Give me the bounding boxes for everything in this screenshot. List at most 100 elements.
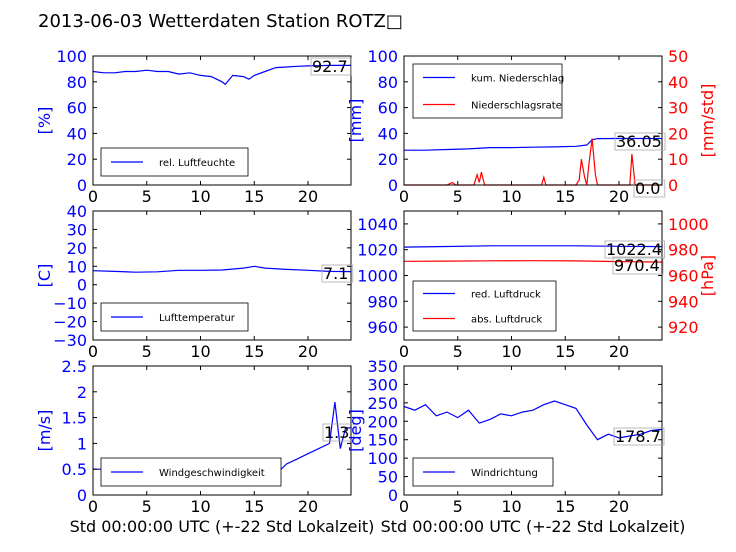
- y2-axis-label: [hPa]: [698, 255, 717, 296]
- value-annotation-box: [604, 240, 665, 259]
- y-axis-label: [%]: [35, 107, 54, 135]
- y2-tick-label: 940: [668, 292, 699, 311]
- value-annotation-box: [322, 423, 355, 442]
- x-tick-label: 10: [501, 342, 521, 361]
- y-tick-label: 0: [77, 176, 87, 195]
- y-tick-label: 100: [56, 47, 87, 66]
- series-line-1: [92, 265, 352, 273]
- x-tick-label: 20: [298, 497, 318, 516]
- y-tick-label: 1020: [357, 241, 398, 260]
- y-tick-label: 150: [367, 431, 398, 450]
- series-line-2: [403, 260, 663, 263]
- chart-panel-4: 0 5 10 15 20 960 980 1000 1020 1040 920 940 960 980 10…: [357, 210, 717, 361]
- legend-box: [412, 63, 563, 119]
- value-annotation: 7.1: [323, 264, 348, 283]
- y-tick-label: 50: [378, 468, 398, 487]
- x-tick-label: 0: [399, 342, 409, 361]
- y-tick-label: 2.5: [62, 357, 87, 376]
- y-axis-label: [mm]: [346, 99, 365, 143]
- x-tick-label: 5: [453, 497, 463, 516]
- y2-tick-label: 10: [668, 150, 688, 169]
- x-tick-label: 5: [142, 187, 152, 206]
- value-annotation-box: [614, 132, 666, 151]
- legend-label: Windrichtung: [471, 468, 538, 479]
- y-tick-label: 30: [67, 220, 87, 239]
- plot-frame: [92, 210, 352, 341]
- x-tick-label: 15: [555, 497, 575, 516]
- y-axis-label: [m/s]: [35, 410, 54, 452]
- y2-tick-label: 1000: [668, 215, 709, 234]
- x-tick-label: 10: [190, 497, 210, 516]
- x-tick-label: 5: [142, 342, 152, 361]
- y-tick-label: 1.5: [62, 409, 87, 428]
- x-tick-label: 0: [399, 497, 409, 516]
- y2-tick-label: 40: [668, 73, 688, 92]
- value-annotation-box: [321, 264, 354, 283]
- plot-frame: [403, 55, 663, 186]
- value-annotation-box: [633, 179, 666, 198]
- y-tick-label: −30: [53, 331, 87, 350]
- x-tick-label: 10: [501, 187, 521, 206]
- y-tick-label: 2: [77, 383, 87, 402]
- value-annotation-box: [612, 256, 664, 275]
- x-tick-label: 0: [399, 187, 409, 206]
- legend-label: kum. Niederschlag: [471, 74, 564, 85]
- y-tick-label: 1: [77, 434, 87, 453]
- x-tick-label: 0: [88, 497, 98, 516]
- y-tick-label: 1000: [357, 267, 398, 286]
- y-tick-label: 250: [367, 394, 398, 413]
- y2-tick-label: 920: [668, 318, 699, 337]
- y-axis-label: [C]: [35, 264, 54, 288]
- y-tick-label: 40: [67, 124, 87, 143]
- series-line-1: [404, 137, 662, 151]
- y2-axis-label: [mm/std]: [698, 84, 717, 158]
- y-tick-label: 300: [367, 375, 398, 394]
- y-tick-label: 960: [367, 318, 398, 337]
- legend-label: Lufttemperatur: [159, 313, 236, 324]
- y-tick-label: 100: [367, 449, 398, 468]
- y-tick-label: 350: [367, 357, 398, 376]
- x-tick-label: 20: [298, 187, 318, 206]
- value-annotation: 1.3: [324, 423, 349, 442]
- y-tick-label: 40: [67, 202, 87, 221]
- x-tick-label: 5: [453, 342, 463, 361]
- x-tick-label: 5: [453, 187, 463, 206]
- y-tick-label: 20: [378, 150, 398, 169]
- plot-frame: [92, 55, 352, 186]
- y2-tick-label: 30: [668, 99, 688, 118]
- y-tick-label: 1040: [357, 215, 398, 234]
- value-annotation: 92.7: [312, 57, 348, 76]
- y-tick-label: 200: [367, 412, 398, 431]
- x-tick-label: 0: [88, 342, 98, 361]
- x-tick-label: 20: [609, 342, 629, 361]
- value-annotation-box: [613, 427, 665, 446]
- legend-label: Niederschlagsrate: [471, 101, 562, 112]
- x-axis-label: Std 00:00:00 UTC (+-22 Std Lokalzeit): [381, 517, 686, 536]
- value-annotation-box: [310, 57, 352, 76]
- y-tick-label: 10: [67, 257, 87, 276]
- legend-label: Windgeschwindigkeit: [159, 468, 265, 479]
- legend-label: rel. Luftfeuchte: [159, 158, 235, 169]
- value-annotation: 1022.4: [606, 240, 662, 259]
- legend-box: [412, 280, 557, 332]
- y-tick-label: 0: [388, 486, 398, 505]
- series-line-1: [403, 245, 663, 248]
- plot-frame: [403, 365, 663, 496]
- legend-label: red. Luftdruck: [471, 290, 541, 301]
- value-annotation: 970.4: [614, 256, 660, 275]
- chart-panel-3: 0 5 10 15 20−30−20−10010203040[C]Lufttempera…: [35, 202, 354, 361]
- series-line-1: [403, 400, 663, 441]
- x-tick-label: 20: [298, 342, 318, 361]
- x-tick-label: 15: [555, 342, 575, 361]
- y-tick-label: 20: [67, 239, 87, 258]
- y-axis-label: [deg]: [346, 409, 365, 452]
- x-tick-label: 15: [244, 187, 264, 206]
- y-tick-label: 80: [67, 73, 87, 92]
- x-tick-label: 20: [609, 187, 629, 206]
- x-tick-label: 10: [501, 497, 521, 516]
